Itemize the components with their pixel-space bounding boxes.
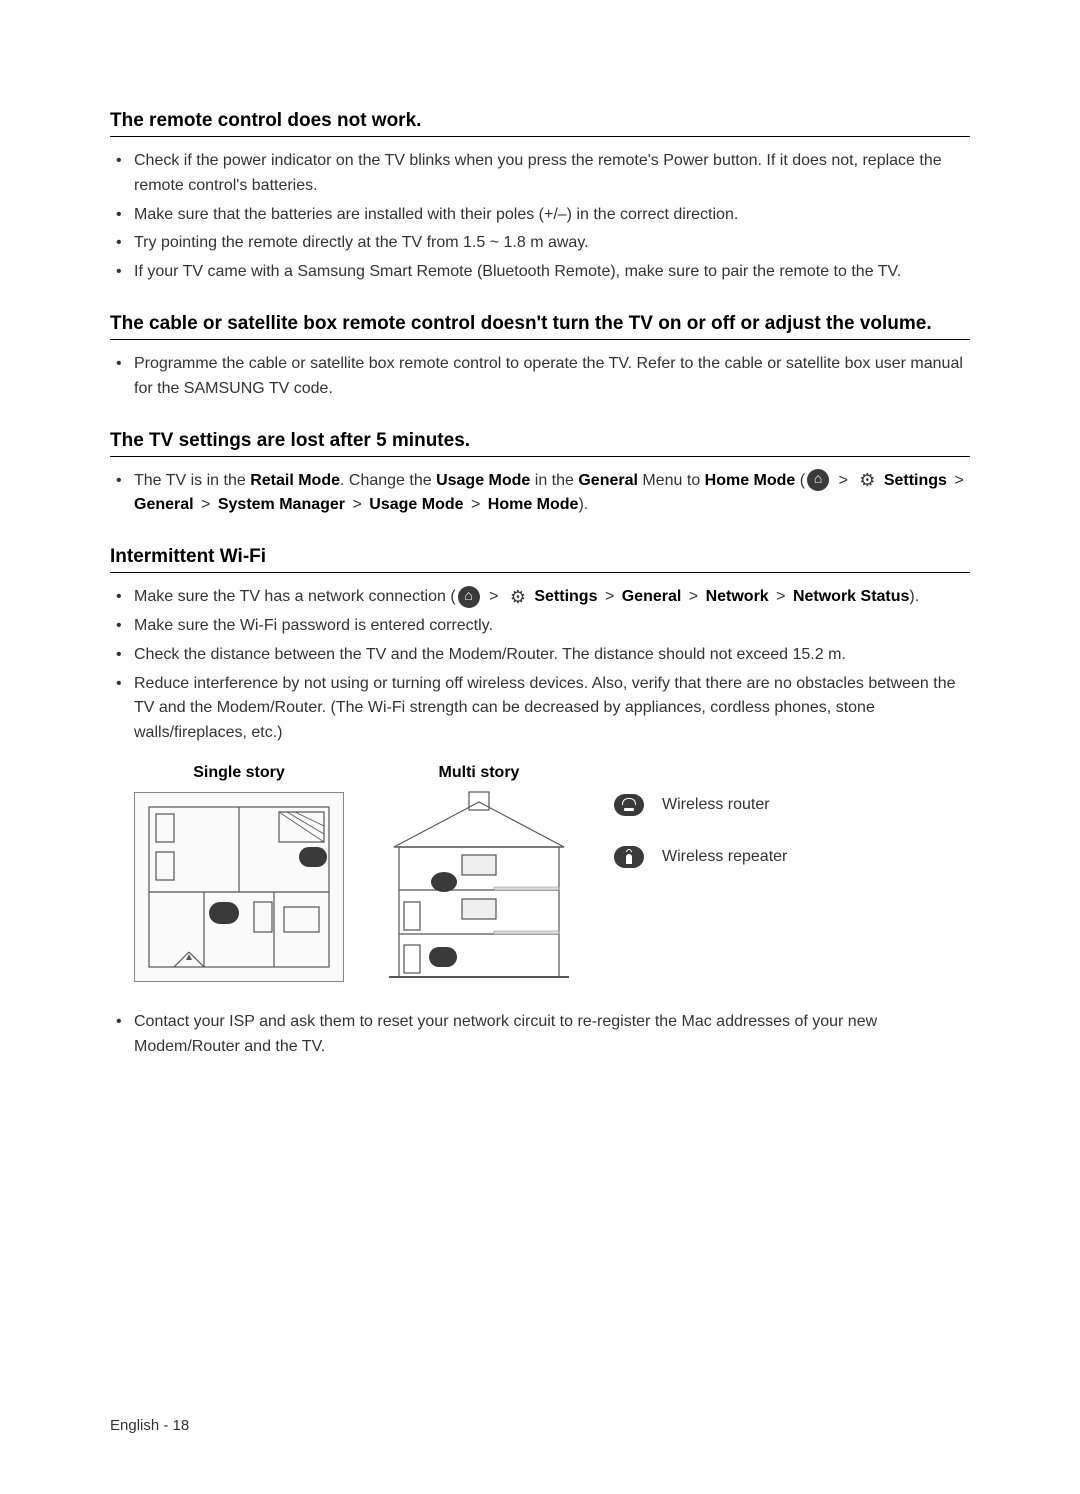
section-settings-lost: The TV settings are lost after 5 minutes… [110,430,970,519]
list-item: Check if the power indicator on the TV b… [134,149,970,199]
list-item: Reduce interference by not using or turn… [134,672,970,746]
chevron-icon: > [954,469,963,494]
list-item: Try pointing the remote directly at the … [134,231,970,256]
nav-item: General [134,496,194,513]
floorplan-svg [144,802,334,972]
list-item: Make sure that the batteries are install… [134,203,970,228]
nav-item: Home Mode [488,496,579,513]
text: The TV is in the [134,472,250,489]
list-item: The TV is in the Retail Mode. Change the… [134,469,970,519]
text: ( [795,472,805,489]
legend-item-router: Wireless router [614,794,787,816]
list-settings-lost: The TV is in the Retail Mode. Change the… [110,469,970,519]
section-wifi: Intermittent Wi-Fi Make sure the TV has … [110,546,970,1059]
bold-text: Home Mode [705,472,796,489]
text: . Change the [340,472,436,489]
nav-item: Network Status [793,588,909,605]
bold-text: Retail Mode [250,472,340,489]
nav-item: Network [706,588,769,605]
gear-icon: ⚙ [508,587,528,607]
list-item: Make sure the TV has a network connectio… [134,585,970,610]
bold-text: Usage Mode [436,472,530,489]
legend-item-repeater: Wireless repeater [614,846,787,868]
legend-text: Wireless router [662,796,770,814]
list-item: Contact your ISP and ask them to reset y… [134,1010,970,1060]
legend-text: Wireless repeater [662,848,787,866]
chevron-icon: > [839,469,848,494]
text: ). [578,496,588,513]
diagram-label: Multi story [439,764,520,782]
chevron-icon: > [776,585,785,610]
list-item: Check the distance between the TV and th… [134,643,970,668]
diagrams-row: Single story [110,764,970,982]
list-wifi: Make sure the TV has a network connectio… [110,585,970,746]
page-footer: English - 18 [110,1417,189,1434]
list-remote: Check if the power indicator on the TV b… [110,149,970,285]
list-item: If your TV came with a Samsung Smart Rem… [134,260,970,285]
diagram-single-story: Single story [134,764,344,982]
nav-item: Settings [534,588,597,605]
section-cablebox: The cable or satellite box remote contro… [110,313,970,402]
nav-item: Settings [884,472,947,489]
router-icon [614,794,644,816]
chevron-icon: > [605,585,614,610]
diagram-label: Single story [193,764,285,782]
nav-item: General [622,588,682,605]
home-icon [807,469,829,491]
house-svg [374,787,584,987]
chevron-icon: > [471,493,480,518]
list-wifi-cont: Contact your ISP and ask them to reset y… [110,1010,970,1060]
text: ). [909,588,919,605]
chevron-icon: > [352,493,361,518]
text: Make sure the TV has a network connectio… [134,588,456,605]
diagram-floorplan [134,792,344,982]
home-icon [458,586,480,608]
heading-settings-lost: The TV settings are lost after 5 minutes… [110,430,970,457]
chevron-icon: > [689,585,698,610]
section-remote: The remote control does not work. Check … [110,110,970,285]
diagram-legend: Wireless router Wireless repeater [614,764,787,868]
diagram-multi-story: Multi story [374,764,584,982]
heading-cablebox: The cable or satellite box remote contro… [110,313,970,340]
diagram-house [374,792,584,982]
text: in the [530,472,578,489]
list-item: Programme the cable or satellite box rem… [134,352,970,402]
list-cablebox: Programme the cable or satellite box rem… [110,352,970,402]
repeater-icon [614,846,644,868]
heading-wifi: Intermittent Wi-Fi [110,546,970,573]
gear-icon: ⚙ [857,470,877,490]
text: Menu to [638,472,705,489]
chevron-icon: > [201,493,210,518]
chevron-icon: > [489,585,498,610]
nav-item: Usage Mode [369,496,463,513]
list-item: Make sure the Wi-Fi password is entered … [134,614,970,639]
bold-text: General [578,472,638,489]
heading-remote: The remote control does not work. [110,110,970,137]
nav-item: System Manager [218,496,345,513]
